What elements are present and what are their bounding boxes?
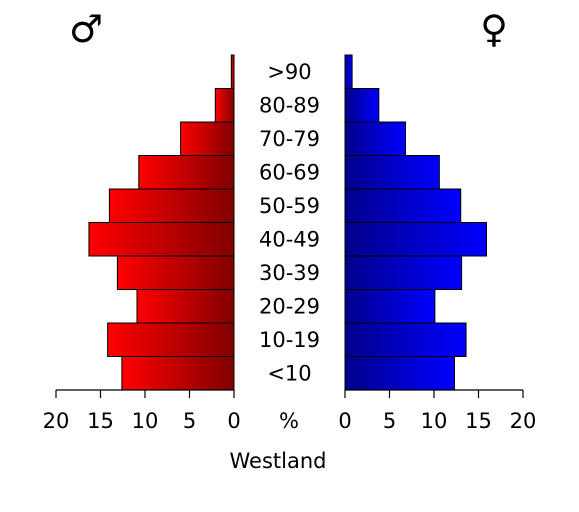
male-bar-80-89 [214,88,235,123]
age-label: 30-39 [259,261,320,285]
x-tick-label: 10 [421,409,448,433]
age-label: 60-69 [259,160,320,184]
female-bar-50-59 [344,188,462,223]
x-tick-label: 10 [132,409,159,433]
male-bar-<10 [121,356,235,391]
female-bar-30-39 [344,255,463,290]
x-tick-label: 20 [43,409,70,433]
male-bar-40-49 [88,222,235,257]
age-label: 50-59 [259,194,320,218]
age-label: 40-49 [259,227,320,251]
female-symbol: ♀ [480,7,508,51]
age-label: <10 [267,361,311,385]
age-label: 70-79 [259,127,320,151]
female-bar-70-79 [344,121,407,156]
male-bar-60-69 [138,155,235,190]
female-bar-60-69 [344,155,440,190]
male-bar-70-79 [180,121,235,156]
x-axis-label: Westland [230,449,327,473]
female-bar-40-49 [344,222,488,257]
x-tick-label: 15 [465,409,492,433]
male-bar-30-39 [116,255,235,290]
age-label: 80-89 [259,93,320,117]
x-tick-label: 20 [510,409,537,433]
male-symbol: ♂ [69,7,103,51]
age-label: 10-19 [259,328,320,352]
female-bar-<10 [344,356,455,391]
male-x-axis: 20 15 10 5 0 [43,389,241,433]
female-x-axis: 0 5 10 15 20 [338,389,537,433]
female-bar-80-89 [344,88,380,123]
age-label: 20-29 [259,294,320,318]
male-bar-20-29 [136,289,235,324]
female-bars [344,54,488,391]
female-bar-20-29 [344,289,436,324]
age-label: >90 [267,60,311,84]
x-tick-label: 0 [227,409,240,433]
x-tick-label: 0 [338,409,351,433]
age-group-labels: <10 10-19 20-29 30-39 40-49 50-59 60-69 70-79 80… [259,60,320,386]
female-bar-10-19 [344,322,467,357]
male-bar->90 [230,54,235,89]
male-bar-10-19 [107,322,235,357]
x-tick-label: 5 [383,409,396,433]
percent-unit-label: % [279,409,299,433]
x-tick-label: 15 [87,409,114,433]
female-bar->90 [344,54,353,89]
x-tick-label: 5 [183,409,196,433]
male-bars [88,54,235,391]
male-bar-50-59 [108,188,235,223]
